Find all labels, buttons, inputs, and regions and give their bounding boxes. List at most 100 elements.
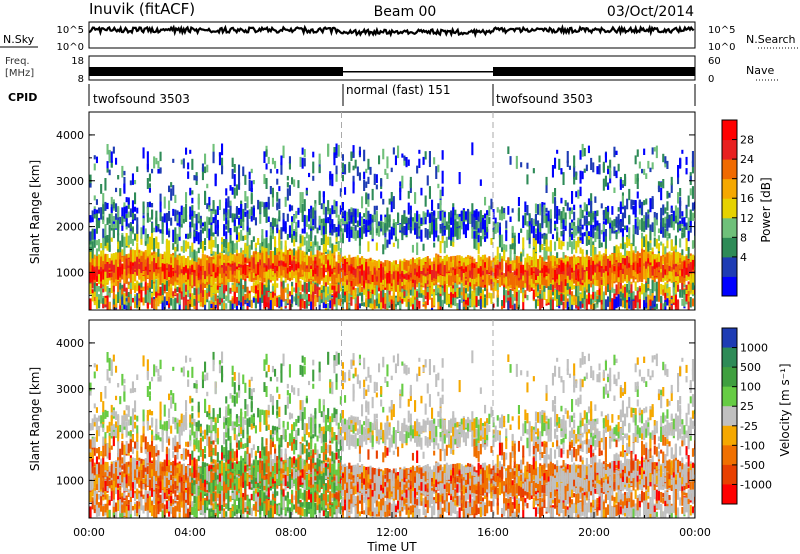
power-cell <box>312 245 315 256</box>
power-cell <box>409 210 412 218</box>
power-cell <box>244 174 247 185</box>
power-cell <box>180 215 183 225</box>
power-cell <box>322 191 325 205</box>
power-cell <box>246 213 249 227</box>
power-cell <box>418 289 421 298</box>
power-cell <box>218 265 221 276</box>
power-cell <box>312 151 315 158</box>
power-cell <box>125 218 128 227</box>
power-cell <box>327 249 330 254</box>
power-cell <box>324 303 327 308</box>
power-cell <box>197 282 200 293</box>
power-cell <box>246 245 249 257</box>
power-cell <box>238 232 241 242</box>
power-data-cells <box>89 142 695 310</box>
power-cell <box>274 218 277 226</box>
power-cell <box>358 213 361 226</box>
power-cell <box>210 303 213 308</box>
power-cell <box>352 264 355 272</box>
power-cell <box>193 210 196 218</box>
power-cell <box>356 288 359 298</box>
power-cell <box>212 272 215 284</box>
power-cell <box>138 252 141 263</box>
power-cell <box>352 152 355 158</box>
power-cell <box>422 295 425 302</box>
power-cell <box>129 254 132 262</box>
power-cell <box>293 287 296 292</box>
power-cell <box>201 167 204 181</box>
power-cell <box>240 302 243 310</box>
power-cell <box>295 275 298 280</box>
power-cell <box>324 259 327 264</box>
power-cell <box>293 268 296 276</box>
power-cell <box>261 261 264 271</box>
power-cell <box>312 296 315 303</box>
power-cell <box>195 296 198 303</box>
power-cell <box>310 205 313 213</box>
power-cell <box>288 299 291 310</box>
noise-left-tick-top: 10^5 <box>57 25 84 36</box>
power-cell <box>210 257 213 262</box>
power-cell <box>274 260 277 274</box>
power-cell <box>134 296 137 302</box>
power-cell <box>261 229 264 242</box>
power-cell <box>367 258 370 270</box>
power-cell <box>416 257 419 268</box>
power-cell <box>297 249 300 263</box>
power-cell <box>206 203 209 210</box>
power-cell <box>159 255 162 267</box>
power-cell <box>295 269 298 280</box>
power-cell <box>420 274 423 283</box>
power-cell <box>437 258 440 268</box>
power-cell <box>388 218 391 228</box>
power-cell <box>361 196 364 209</box>
power-cell <box>227 256 230 261</box>
power-cell <box>195 214 198 219</box>
power-cell <box>422 262 425 271</box>
power-cell <box>140 289 143 303</box>
power-cell <box>136 301 139 309</box>
power-cell <box>142 147 145 159</box>
power-cell <box>199 262 202 275</box>
power-cell <box>348 303 351 308</box>
power-cell <box>148 201 151 208</box>
power-cell <box>208 217 211 225</box>
power-cell <box>216 285 219 290</box>
power-cell <box>363 179 366 191</box>
power-cell <box>172 185 175 196</box>
power-cell <box>291 284 294 295</box>
power-cell <box>155 263 158 270</box>
power-cell <box>125 233 128 246</box>
power-cell <box>405 281 408 290</box>
power-cell <box>380 214 383 221</box>
power-cell <box>125 205 128 214</box>
power-cell <box>331 274 334 285</box>
power-cell <box>148 271 151 283</box>
power-cell <box>252 252 255 261</box>
power-cell <box>123 246 126 259</box>
power-cell <box>310 230 313 242</box>
power-cell <box>231 168 234 179</box>
power-cell <box>386 239 389 248</box>
power-cell <box>102 228 105 239</box>
power-cell <box>329 300 332 309</box>
power-cell <box>131 265 134 275</box>
power-cell <box>414 222 417 235</box>
power-cell <box>293 296 296 302</box>
power-cell <box>250 188 253 193</box>
power-cell <box>242 285 245 291</box>
power-cell <box>384 238 387 250</box>
power-cell <box>112 285 115 292</box>
power-cell <box>263 207 266 217</box>
power-cell <box>242 288 245 298</box>
power-cell <box>399 187 402 201</box>
power-cell <box>121 249 124 256</box>
power-cell <box>208 300 211 310</box>
power-cell <box>195 251 198 263</box>
power-cell <box>257 289 260 303</box>
power-cell <box>375 174 378 183</box>
power-cell <box>265 290 268 303</box>
power-cell <box>250 272 253 280</box>
power-cell <box>254 302 257 309</box>
power-cell <box>244 264 247 273</box>
